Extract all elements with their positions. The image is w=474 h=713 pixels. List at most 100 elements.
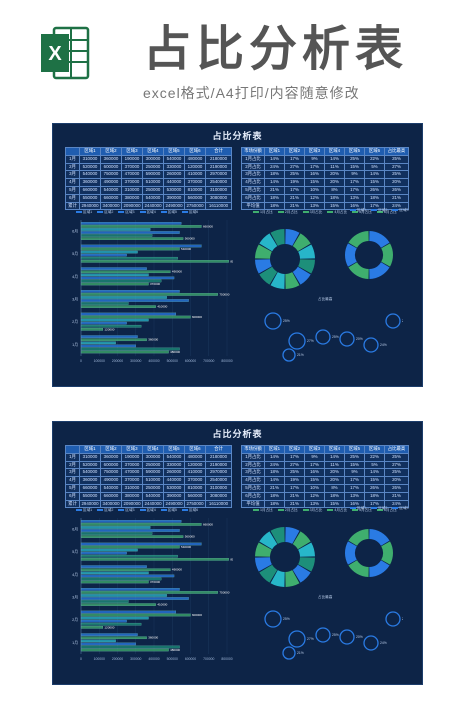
table-cell[interactable]: 370000 [121,460,143,470]
table-cell[interactable]: 2月占比 [241,162,265,172]
donut-segment[interactable] [255,542,272,557]
table-cell[interactable]: 520000 [79,162,101,172]
donut-segment[interactable] [292,266,311,285]
table-header-cell[interactable]: 区域2 [100,445,122,454]
table-cell[interactable]: 540000 [142,193,164,203]
ring-segment[interactable] [369,560,390,577]
table-cell[interactable]: 2970000 [205,468,232,478]
table-cell[interactable]: 490000 [100,476,122,485]
bar[interactable] [80,600,129,603]
table-cell[interactable]: 470000 [121,468,143,478]
table-cell[interactable]: 470000 [121,170,143,180]
bar[interactable] [80,302,129,305]
table-cell[interactable]: 370000 [121,476,143,485]
table-cell[interactable]: 25% [384,154,409,164]
table-cell[interactable]: 17% [284,452,305,462]
table-cell[interactable]: 560000 [184,193,206,203]
bar[interactable] [80,256,178,260]
table-cell[interactable]: 660000 [79,185,101,195]
table-cell[interactable]: 20% [324,476,345,485]
table-cell[interactable]: 380000 [121,193,143,203]
bar[interactable] [80,580,149,584]
table-cell[interactable]: 18% [264,491,285,501]
table-cell[interactable]: 27% [284,460,305,470]
bar[interactable] [80,250,138,254]
table-cell[interactable]: 19% [284,178,305,187]
bubble[interactable] [385,611,401,627]
table-cell[interactable]: 15% [364,476,385,485]
table-cell[interactable]: 8% [324,185,345,195]
bubble[interactable] [264,312,282,330]
table-cell[interactable]: 17% [344,178,365,187]
ring-segment[interactable] [381,541,393,565]
table-cell[interactable]: 3100000 [205,185,232,195]
table-cell[interactable]: 1月 [65,154,80,164]
table-cell[interactable]: 27% [384,162,409,172]
table-cell[interactable]: 530000 [163,483,185,493]
bubble[interactable] [282,646,296,660]
donut-chart[interactable] [245,219,325,299]
donut-segment[interactable] [285,570,300,587]
table-cell[interactable]: 2540000 [205,476,232,485]
bar[interactable] [80,338,147,342]
ring-segment[interactable] [381,243,393,267]
table-cell[interactable]: 590000 [142,468,164,478]
table-cell[interactable]: 18% [264,468,285,478]
table-header-cell[interactable]: 区域4 [324,147,345,156]
table-cell[interactable]: 440000 [163,178,185,187]
table-cell[interactable]: 22% [364,154,385,164]
table-header-cell[interactable]: 区域4 [324,445,345,454]
bar[interactable] [80,350,169,354]
table-header-cell[interactable]: 区域1 [79,147,101,156]
donut-segment[interactable] [298,259,315,274]
table-cell[interactable]: 17% [344,483,365,493]
table-cell[interactable]: 26% [384,185,409,195]
table-cell[interactable]: 300000 [142,452,164,462]
table-cell[interactable]: 370000 [121,178,143,187]
bar[interactable] [80,574,175,578]
bubble[interactable] [315,627,331,643]
table-header-cell[interactable]: 区域5 [163,147,185,156]
table-cell[interactable]: 600000 [100,162,122,172]
ring-chart[interactable] [329,513,409,593]
table-header-cell[interactable] [65,147,80,156]
bubble[interactable] [264,610,282,628]
bar[interactable] [80,636,147,640]
bar[interactable] [80,273,149,277]
bubble[interactable] [363,337,379,353]
table-cell[interactable]: 4月 [65,178,80,187]
table-cell[interactable]: 3月 [65,170,80,180]
table-cell[interactable]: 24% [264,162,285,172]
table-header-cell[interactable]: 区域2 [100,147,122,156]
table-cell[interactable]: 25% [384,468,409,478]
bar[interactable] [80,321,127,325]
table-cell[interactable]: 18% [264,499,285,509]
table-cell[interactable]: 21% [264,185,285,195]
table-cell[interactable]: 2月 [65,162,80,172]
bar[interactable] [80,588,180,591]
bar[interactable] [80,247,180,251]
table-cell[interactable]: 24% [264,460,285,470]
table-cell[interactable]: 17% [304,460,325,470]
table-cell[interactable]: 21% [284,193,305,203]
table-cell[interactable]: 540000 [163,154,185,164]
table-cell[interactable]: 10% [304,483,325,493]
table-cell[interactable]: 20% [324,170,345,180]
table-cell[interactable]: 510000 [142,476,164,485]
donut-segment[interactable] [270,570,285,587]
table-cell[interactable]: 9% [344,468,365,478]
table-cell[interactable]: 2970000 [205,170,232,180]
table-header-cell[interactable]: 区域3 [121,147,143,156]
bar[interactable] [80,558,229,561]
table-cell[interactable]: 540000 [142,491,164,501]
table-header-cell[interactable]: 区域2 [284,147,305,156]
bar[interactable] [80,639,116,643]
table-cell[interactable]: 14% [264,476,285,485]
bar[interactable] [80,603,156,606]
table-header-cell[interactable]: 区域1 [79,445,101,454]
table-cell[interactable]: 260000 [163,170,185,180]
table-cell[interactable]: 累计 [65,499,80,509]
donut-segment[interactable] [270,272,285,289]
table-cell[interactable]: 20% [384,476,409,485]
table-cell[interactable]: 3月占比 [241,468,265,478]
